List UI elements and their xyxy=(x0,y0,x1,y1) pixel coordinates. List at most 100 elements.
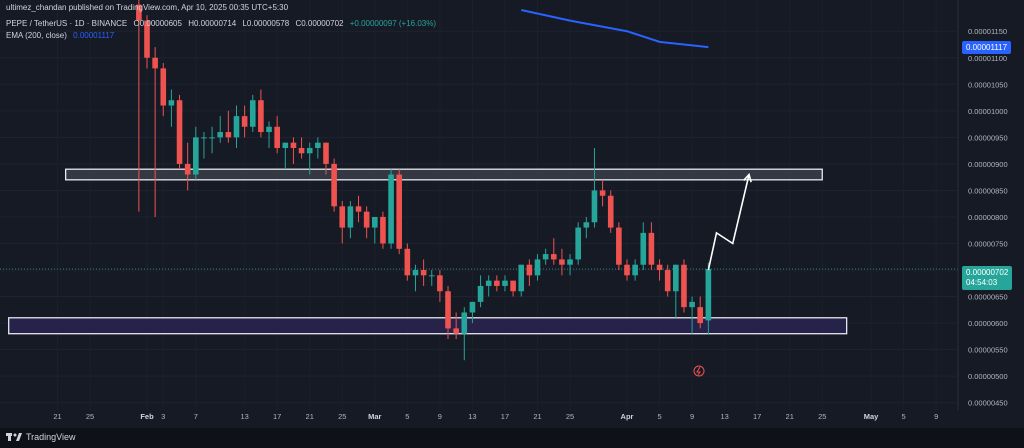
candle xyxy=(136,0,142,212)
x-tick-label: 21 xyxy=(306,412,314,421)
candle-body xyxy=(616,227,622,265)
time-axis[interactable]: 21 25 Feb 3 7 13 17 21 25 Mar 5 9 13 17 21 25 Apr 5 9 13 17 2… xyxy=(53,412,938,421)
candle-body xyxy=(640,232,647,265)
candle-body xyxy=(266,126,272,133)
candle xyxy=(266,121,272,148)
candle-body xyxy=(656,264,663,271)
x-tick-label: 7 xyxy=(194,412,198,421)
ohlc-change: +0.00000097 (+16.03%) xyxy=(349,19,437,28)
symbol-line: PEPE / TetherUS · 1D · BINANCE O0.000006… xyxy=(6,19,440,28)
candle-body xyxy=(241,116,248,127)
tradingview-logo[interactable]: TradingView xyxy=(6,432,76,442)
candle xyxy=(575,222,581,265)
candle-body xyxy=(697,307,704,324)
candle-body xyxy=(559,259,565,265)
candle xyxy=(542,248,549,265)
candle-body xyxy=(323,142,329,164)
x-tick-label: 21 xyxy=(786,412,794,421)
candles-layer xyxy=(136,0,712,361)
candle xyxy=(241,105,248,138)
candle-body xyxy=(550,254,557,260)
candle-body xyxy=(380,216,386,244)
candle-body xyxy=(583,222,590,228)
y-tick-label: 0.00000450 xyxy=(968,399,1008,408)
y-tick-label: 0.00000750 xyxy=(968,239,1008,248)
candle xyxy=(323,142,329,175)
candle-body xyxy=(485,280,492,286)
publisher-line: ultimez_chandan published on TradingView… xyxy=(6,3,289,12)
x-tick-label: 25 xyxy=(338,412,346,421)
candle-body xyxy=(339,206,346,228)
candle-body xyxy=(567,259,573,265)
candle-body xyxy=(412,270,419,276)
candle xyxy=(339,201,346,244)
candle-body xyxy=(258,100,264,133)
candle xyxy=(697,296,704,329)
candle-body xyxy=(428,275,435,277)
x-tick-label: 25 xyxy=(566,412,574,421)
last-price-value: 0.00000702 xyxy=(966,268,1009,277)
candle xyxy=(217,116,224,143)
x-tick-label: 5 xyxy=(405,412,409,421)
x-tick-label: 13 xyxy=(240,412,248,421)
symbol-label[interactable]: PEPE / TetherUS · 1D · BINANCE xyxy=(6,19,128,28)
candle-body xyxy=(461,312,468,334)
candle xyxy=(201,132,207,159)
candle-body xyxy=(193,137,199,175)
ema-price-tag: 0.00001117 xyxy=(962,41,1012,54)
candle xyxy=(681,259,687,313)
candle xyxy=(193,126,199,180)
candle xyxy=(176,94,183,170)
candle-body xyxy=(453,328,459,334)
candle xyxy=(477,275,484,308)
ohlc-high: H0.00000714 xyxy=(188,19,237,28)
candle xyxy=(315,137,321,159)
candle-body xyxy=(518,264,525,292)
candle xyxy=(209,126,215,154)
y-tick-label: 0.00000550 xyxy=(968,346,1008,355)
x-tick-label: 13 xyxy=(468,412,476,421)
candle xyxy=(502,275,508,292)
candle-body xyxy=(331,163,337,207)
candle xyxy=(396,169,403,255)
candle xyxy=(380,211,386,249)
candle xyxy=(640,222,647,271)
x-tick-label: 13 xyxy=(720,412,728,421)
candle-body xyxy=(494,280,500,286)
candle xyxy=(388,169,394,249)
footer-bar: TradingView xyxy=(0,428,1024,448)
candle-body xyxy=(225,132,232,138)
last-price-tag: 0.00000702 04:54:03 xyxy=(962,266,1013,290)
lightning-icon[interactable] xyxy=(693,365,705,377)
candle xyxy=(591,147,598,228)
y-tick-label: 0.00000900 xyxy=(968,160,1008,169)
candle-body xyxy=(673,264,679,292)
candle xyxy=(461,307,468,361)
y-tick-label: 0.00000800 xyxy=(968,213,1008,222)
candle xyxy=(632,259,638,281)
x-tick-label: 17 xyxy=(501,412,509,421)
price-axis[interactable]: 0.00001150 0.00001100 0.00001050 0.00001000… xyxy=(968,27,1008,407)
candle-body xyxy=(599,190,606,196)
candle-body xyxy=(469,301,476,313)
x-tick-label: 17 xyxy=(753,412,761,421)
candle-body xyxy=(355,206,362,212)
ema-line xyxy=(521,9,709,49)
x-tick-label: 21 xyxy=(53,412,61,421)
y-tick-label: 0.00001100 xyxy=(968,54,1007,63)
ema-legend[interactable]: EMA (200, close) 0.00001117 xyxy=(6,31,118,40)
zones-layer xyxy=(8,168,848,335)
y-tick-label: 0.00000950 xyxy=(968,133,1008,142)
candle-body xyxy=(404,248,411,276)
candle-body xyxy=(396,174,403,249)
candle-body xyxy=(591,190,598,223)
candle-body xyxy=(705,268,712,321)
y-tick-label: 0.00000500 xyxy=(968,372,1008,381)
candle-body xyxy=(363,211,370,228)
candle-body xyxy=(445,291,451,329)
x-tick-label: 25 xyxy=(818,412,826,421)
candle-body xyxy=(542,254,549,260)
brand-name: TradingView xyxy=(26,432,76,442)
